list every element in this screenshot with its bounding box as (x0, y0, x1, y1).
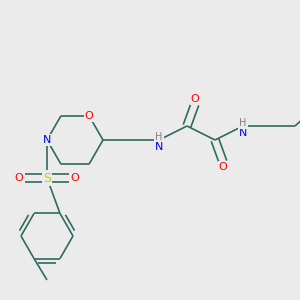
Text: O: O (190, 94, 200, 104)
Text: O: O (70, 173, 80, 183)
Text: O: O (15, 173, 23, 183)
Text: H: H (155, 132, 163, 142)
Text: O: O (219, 162, 227, 172)
Text: N: N (155, 142, 163, 152)
Text: N: N (239, 128, 247, 138)
Text: O: O (85, 111, 93, 121)
Text: N: N (43, 135, 51, 145)
Text: H: H (239, 118, 247, 128)
Text: S: S (43, 172, 51, 184)
